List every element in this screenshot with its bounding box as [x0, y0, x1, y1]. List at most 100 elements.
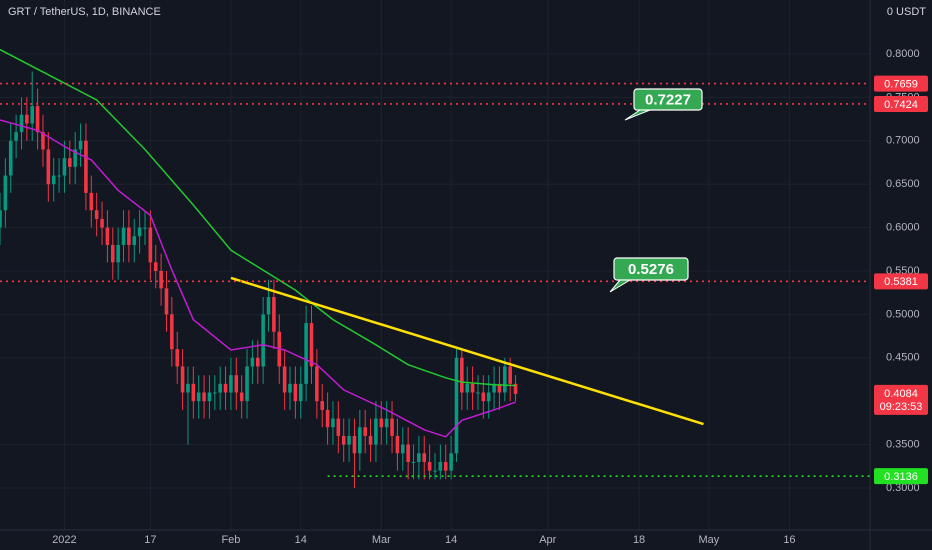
- candle-body: [148, 227, 153, 263]
- candle-body: [78, 140, 83, 150]
- candle-body: [245, 366, 249, 402]
- x-tick-label: Mar: [372, 534, 391, 546]
- chart-title: GRT / TetherUS, 1D, BINANCE: [8, 6, 161, 18]
- candle-body: [395, 435, 400, 454]
- candle-body: [481, 392, 486, 402]
- trendline: [230, 276, 704, 426]
- candle-body: [218, 383, 222, 393]
- candle-body: [137, 227, 142, 237]
- candle-body: [127, 227, 131, 245]
- y-tick-label: 0.7000: [886, 135, 920, 147]
- callout-box: [613, 257, 689, 281]
- current-price-label: 0.4084: [884, 388, 918, 400]
- candle-body: [110, 244, 115, 263]
- y-tick-label: 0.3000: [886, 482, 920, 494]
- candle-body: [400, 444, 405, 454]
- candle-body: [250, 357, 255, 367]
- candle-body: [417, 453, 421, 462]
- candle-body: [331, 418, 335, 428]
- candle-body: [234, 375, 239, 393]
- candle-body: [438, 461, 443, 471]
- x-tick-label: 17: [144, 534, 156, 546]
- price-level-label: 0.5381: [884, 276, 918, 288]
- candle-body: [406, 444, 410, 462]
- candle-body: [352, 435, 357, 454]
- candle-body: [41, 132, 45, 150]
- candle-body: [320, 401, 325, 410]
- candle-body: [288, 383, 292, 393]
- candle-body: [84, 140, 88, 193]
- candle-body: [132, 236, 137, 245]
- candle-body: [143, 227, 147, 229]
- x-tick-label: 16: [783, 534, 795, 546]
- candle-body: [196, 392, 201, 402]
- candle-body: [293, 383, 298, 402]
- candle-body: [3, 175, 8, 211]
- candle-body: [261, 314, 265, 367]
- price-level-label: 0.7659: [884, 78, 918, 90]
- candle-body: [62, 158, 67, 176]
- candle-body: [68, 158, 72, 167]
- candle-body: [336, 418, 341, 436]
- candle-body: [492, 383, 496, 393]
- candle-body: [508, 366, 512, 384]
- x-tick-label: 14: [445, 534, 457, 546]
- y-tick-label: 0.4500: [886, 352, 920, 364]
- candle-body: [170, 314, 174, 350]
- candle-body: [304, 323, 308, 384]
- candle-body: [239, 392, 244, 402]
- candle-body: [470, 383, 475, 393]
- candle-body: [46, 149, 51, 185]
- grid: [0, 0, 870, 530]
- candle-body: [476, 392, 480, 394]
- price-level-label-box: [874, 273, 928, 290]
- candle-body: [374, 418, 378, 445]
- candle-body: [368, 435, 373, 445]
- candle-body: [298, 383, 303, 402]
- callout-box: [633, 88, 703, 111]
- candle-body: [202, 392, 206, 402]
- price-level-label: 0.7424: [884, 99, 918, 111]
- candle-body: [30, 106, 35, 124]
- price-level-label: 0.3136: [884, 471, 918, 483]
- candle-body: [486, 392, 491, 402]
- candle-body: [105, 227, 110, 245]
- candle-body: [73, 149, 77, 167]
- candle-body: [229, 375, 233, 393]
- candle-body: [347, 435, 351, 445]
- candle-body: [191, 383, 196, 402]
- countdown-label: 09:23:53: [880, 401, 923, 413]
- candle-body: [460, 357, 464, 393]
- candle-body: [341, 435, 346, 445]
- candle-body: [223, 383, 228, 393]
- x-tick-label: May: [698, 534, 719, 546]
- y-tick-label: 0.3500: [886, 438, 920, 450]
- candle-body: [503, 366, 507, 393]
- candle-body: [94, 210, 99, 219]
- price-level-label-box: [874, 95, 928, 112]
- candle-body: [390, 418, 394, 436]
- candle-body: [14, 132, 18, 141]
- candle-body: [272, 297, 276, 332]
- candle-body: [379, 418, 384, 428]
- current-price-box: [874, 384, 928, 415]
- y-tick-label: 0.8000: [886, 48, 920, 60]
- candle-body: [186, 383, 190, 393]
- candle-body: [255, 357, 260, 367]
- price-level-label-box: [874, 468, 928, 485]
- candle-body: [309, 323, 314, 367]
- y-tick-label: 0.6000: [886, 221, 920, 233]
- candle-body: [282, 366, 287, 393]
- candle-body: [8, 140, 13, 176]
- x-tick-label: Apr: [539, 534, 556, 546]
- candle-body: [51, 175, 56, 185]
- candle-body: [89, 192, 94, 211]
- y-tick-label: 0.6500: [886, 178, 920, 190]
- candle-body: [443, 461, 448, 471]
- x-tick-label: 18: [633, 534, 645, 546]
- axes: 2022 17 Feb 14 Mar 14 Apr 18 May 16 0.3000 0.3500 0.…: [52, 48, 928, 546]
- candle-body: [164, 288, 169, 315]
- plot: 0.7227 0.5276: [0, 48, 870, 488]
